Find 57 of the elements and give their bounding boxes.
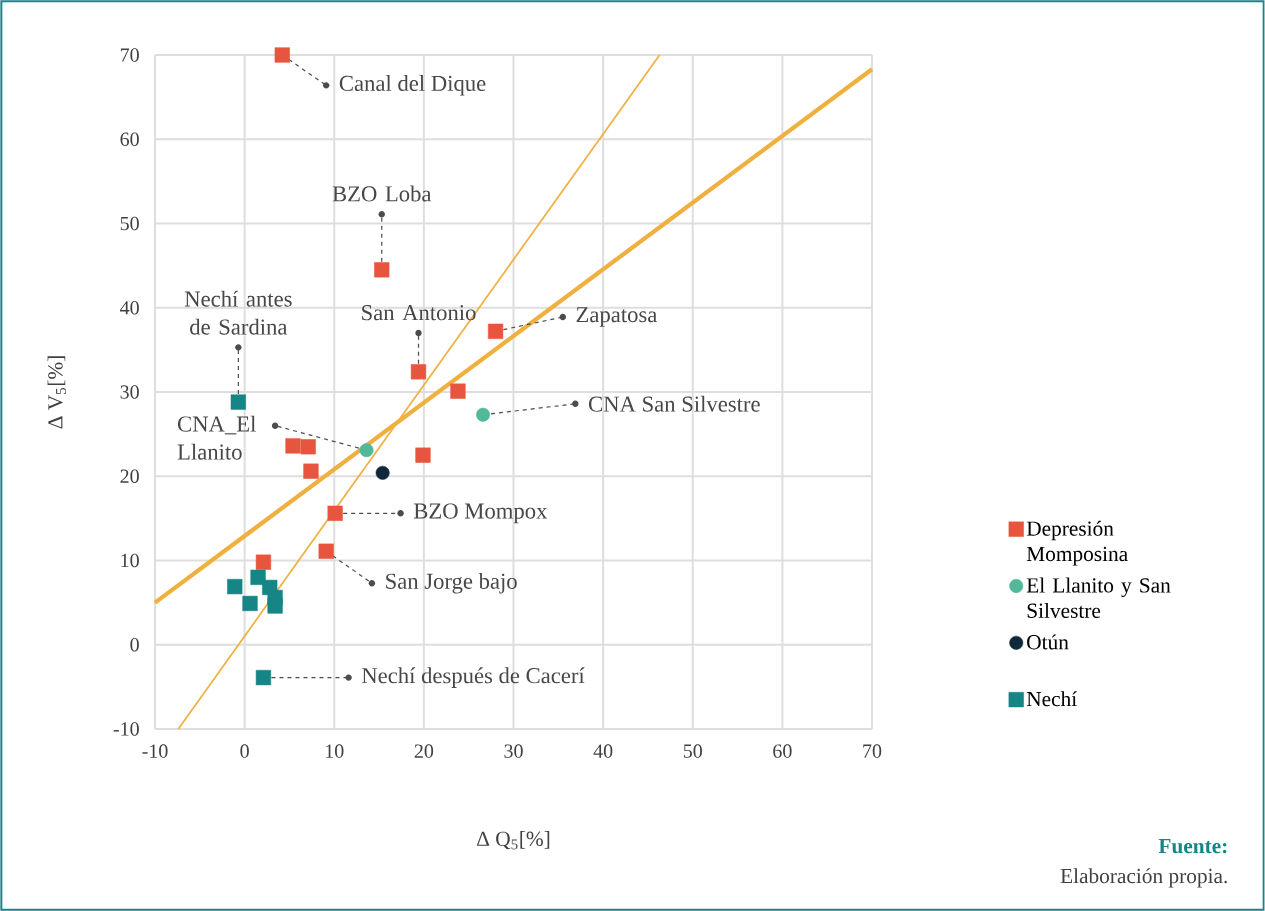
point <box>255 670 272 686</box>
annotation: BZO Mompox <box>413 503 548 524</box>
annotation: San Jorge bajo <box>386 572 517 594</box>
annotation: Zapatosa <box>576 307 658 327</box>
point <box>230 394 246 410</box>
x-tick-label: 40 <box>593 744 613 758</box>
annotation: Nechí antes de Sardina <box>184 290 292 335</box>
source-note: Fuente: <box>1158 839 1227 854</box>
annotation: BZO Loba <box>332 185 432 202</box>
x-tick-label: -10 <box>142 744 168 758</box>
x-tick-label: 30 <box>504 744 523 758</box>
legend-label: Otún <box>1027 634 1069 650</box>
point <box>410 364 427 380</box>
y-tick-label: 30 <box>120 385 139 399</box>
text: Elaboración propia. <box>1060 868 1227 888</box>
point <box>250 569 266 585</box>
annotation: San Antonio <box>362 305 476 321</box>
x-axis-title: Δ Q$_{5}$[%] <box>477 830 550 850</box>
legend-label: Depresión Momposina <box>1026 520 1128 566</box>
annotation: Nechí después de Cacerí <box>361 667 585 688</box>
x-tick-label: 20 <box>414 744 434 758</box>
point <box>242 595 258 612</box>
y-tick-label: 0 <box>130 637 139 652</box>
y-axis-title: Δ V$_{5}$[%] <box>47 356 66 429</box>
point <box>327 505 343 521</box>
point <box>318 543 334 559</box>
y-tick-label: 60 <box>120 132 139 146</box>
legend-label: Nechí <box>1026 691 1077 707</box>
point <box>374 262 390 278</box>
x-tick-label: 60 <box>773 744 792 758</box>
point <box>227 579 243 595</box>
x-tick-label: 10 <box>326 744 344 758</box>
point <box>274 47 290 63</box>
x-tick-label: 0 <box>240 744 249 758</box>
y-tick-label: 50 <box>120 216 139 231</box>
point <box>415 447 431 463</box>
point <box>285 438 301 454</box>
point <box>303 463 319 479</box>
annotation: CNA_El Llanito <box>177 415 256 460</box>
y-tick-label: 10 <box>121 553 139 568</box>
annotation: Canal del Dique <box>339 75 486 96</box>
point <box>255 554 272 570</box>
point <box>300 439 316 455</box>
annotation: CNA San Silvestre <box>588 395 760 412</box>
point <box>267 598 283 614</box>
point <box>487 323 504 339</box>
legend-label: El Llanito y San Silvestre <box>1026 577 1171 618</box>
point <box>450 383 466 399</box>
point <box>359 443 374 458</box>
y-tick-label: -10 <box>113 722 139 736</box>
y-tick-label: 70 <box>120 48 139 62</box>
y-tick-label: 20 <box>120 469 139 483</box>
y-tick-label: 40 <box>120 301 139 315</box>
x-tick-label: 50 <box>683 744 702 758</box>
point <box>476 407 490 422</box>
x-tick-label: 70 <box>863 744 882 758</box>
point <box>375 465 390 480</box>
